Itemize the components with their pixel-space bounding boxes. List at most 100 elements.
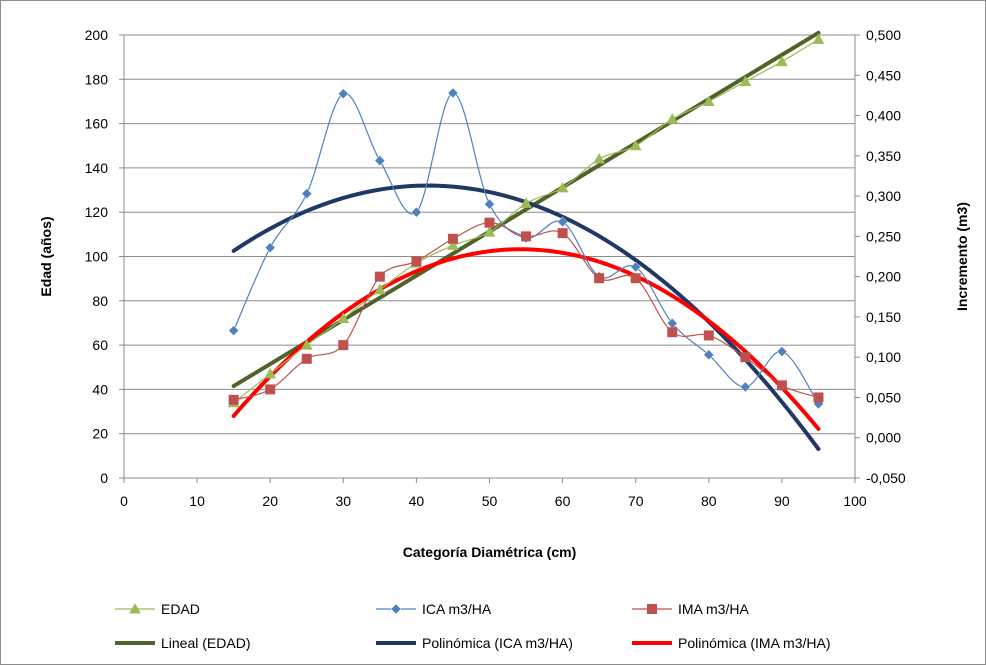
x-tick-label: 90 (774, 493, 790, 509)
y2-axis-title: Incremento (m3) (954, 202, 970, 311)
x-tick-label: 10 (189, 493, 205, 509)
x-tick-label: 50 (482, 493, 498, 509)
data-point-ica-m3-ha (411, 206, 422, 218)
data-point-ima-m3-ha (703, 330, 714, 341)
y-tick-label: 0 (100, 470, 108, 486)
data-point-ica-m3-ha (337, 88, 349, 100)
data-point-ica-m3-ha (776, 346, 788, 357)
legend-item-ica-m3-ha: ICA m3/HA (376, 601, 492, 617)
y2-tick-label: 0,150 (866, 309, 901, 325)
legend-marker (129, 602, 141, 614)
y-axis-title: Edad (años) (38, 216, 54, 296)
legend-item-ima-m3-ha: IMA m3/HA (632, 601, 749, 617)
legend-item-polin-mica-ima-m3-ha-: Polinómica (IMA m3/HA) (632, 635, 830, 651)
x-tick-label: 30 (336, 493, 352, 509)
data-point-edad (374, 283, 386, 295)
data-point-edad (337, 312, 350, 324)
data-point-ica-m3-ha (557, 216, 568, 228)
y2-tick-label: 0,200 (866, 269, 901, 285)
data-point-ima-m3-ha (776, 380, 787, 391)
legend-marker (647, 604, 657, 614)
x-tick-label: 20 (262, 493, 278, 509)
data-point-ima-m3-ha (667, 327, 678, 338)
y2-tick-label: 0,100 (866, 349, 901, 365)
trendline-polin-mica-ica-m3-ha- (231, 183, 821, 452)
data-series (227, 33, 825, 410)
x-tick-label: 40 (409, 493, 425, 509)
data-point-ima-m3-ha (630, 273, 641, 284)
data-point-ica-m3-ha (447, 87, 459, 99)
y-tick-label: 60 (92, 337, 108, 353)
data-point-ica-m3-ha (374, 155, 386, 167)
data-point-ima-m3-ha (338, 340, 349, 351)
x-tick-label: 70 (628, 493, 644, 509)
data-point-edad (739, 75, 752, 87)
y2-tick-label: 0,450 (866, 67, 901, 83)
data-point-ica-m3-ha (264, 242, 276, 253)
y-tick-label: 200 (85, 27, 109, 43)
series-line-edad (233, 38, 819, 404)
legend-marker (390, 603, 402, 615)
data-point-ima-m3-ha (813, 392, 824, 403)
axes (119, 34, 860, 483)
gridlines (124, 34, 855, 435)
data-point-edad (483, 226, 496, 237)
legend-label: Polinómica (ICA m3/HA) (422, 635, 573, 651)
y-tick-label: 140 (85, 160, 109, 176)
y-tick-label: 160 (85, 116, 109, 132)
legend-item-edad: EDAD (115, 601, 200, 617)
y2-tick-label: 0,250 (866, 228, 901, 244)
data-point-ica-m3-ha (484, 198, 495, 210)
data-point-ima-m3-ha (265, 384, 276, 395)
data-point-edad (520, 197, 532, 208)
data-point-ica-m3-ha (301, 188, 313, 200)
legend-item-polin-mica-ica-m3-ha-: Polinómica (ICA m3/HA) (376, 635, 573, 651)
data-point-ica-m3-ha (630, 261, 642, 273)
legend-item-lineal-edad-: Lineal (EDAD) (115, 635, 250, 651)
series-edad (227, 33, 825, 408)
x-tick-label: 0 (120, 493, 128, 509)
series-line-ica-m3-ha (233, 92, 819, 405)
data-point-ima-m3-ha (447, 233, 458, 244)
y-tick-label: 100 (85, 249, 109, 265)
data-point-edad (264, 367, 277, 379)
data-point-ima-m3-ha (740, 352, 751, 363)
data-point-ica-m3-ha (739, 381, 751, 393)
series-ima-m3-ha (228, 217, 824, 405)
data-point-ima-m3-ha (521, 231, 532, 242)
y2-tick-label: 0,500 (866, 27, 901, 43)
y2-tick-label: 0,050 (866, 389, 901, 405)
y2-tick-label: 0,350 (866, 148, 901, 164)
data-point-ima-m3-ha (594, 273, 605, 284)
trendline-polin-mica-ima-m3-ha- (231, 247, 821, 431)
data-point-ima-m3-ha (374, 271, 385, 282)
y-tick-label: 180 (85, 71, 109, 87)
tick-labels: 020406080100120140160180200-0,0500,0000,… (85, 27, 906, 509)
y-tick-label: 40 (92, 381, 108, 397)
x-tick-label: 80 (701, 493, 717, 509)
x-axis-title: Categoría Diamétrica (cm) (403, 544, 577, 560)
y2-tick-label: 0,000 (866, 430, 901, 446)
y2-tick-label: 0,300 (866, 188, 901, 204)
trendline-lineal-edad- (231, 30, 821, 389)
data-point-edad (629, 139, 642, 151)
y-tick-label: 80 (92, 293, 108, 309)
data-point-edad (556, 181, 569, 193)
y2-tick-label: -0,050 (866, 470, 906, 486)
data-point-ima-m3-ha (228, 394, 239, 405)
legend: EDAD ICA m3/HA IMA m3/HA Lineal (EDAD) Polin… (115, 601, 830, 651)
data-point-edad (593, 153, 605, 164)
data-point-edad (447, 239, 459, 250)
data-point-ima-m3-ha (301, 353, 312, 364)
legend-label: Lineal (EDAD) (161, 635, 250, 651)
legend-label: EDAD (161, 601, 200, 617)
y-tick-label: 20 (92, 426, 108, 442)
data-point-ima-m3-ha (484, 217, 495, 228)
data-point-edad (666, 113, 679, 124)
data-point-edad (702, 95, 715, 106)
data-point-ima-m3-ha (557, 228, 568, 239)
x-tick-label: 100 (843, 493, 867, 509)
y-tick-label: 120 (85, 204, 109, 220)
